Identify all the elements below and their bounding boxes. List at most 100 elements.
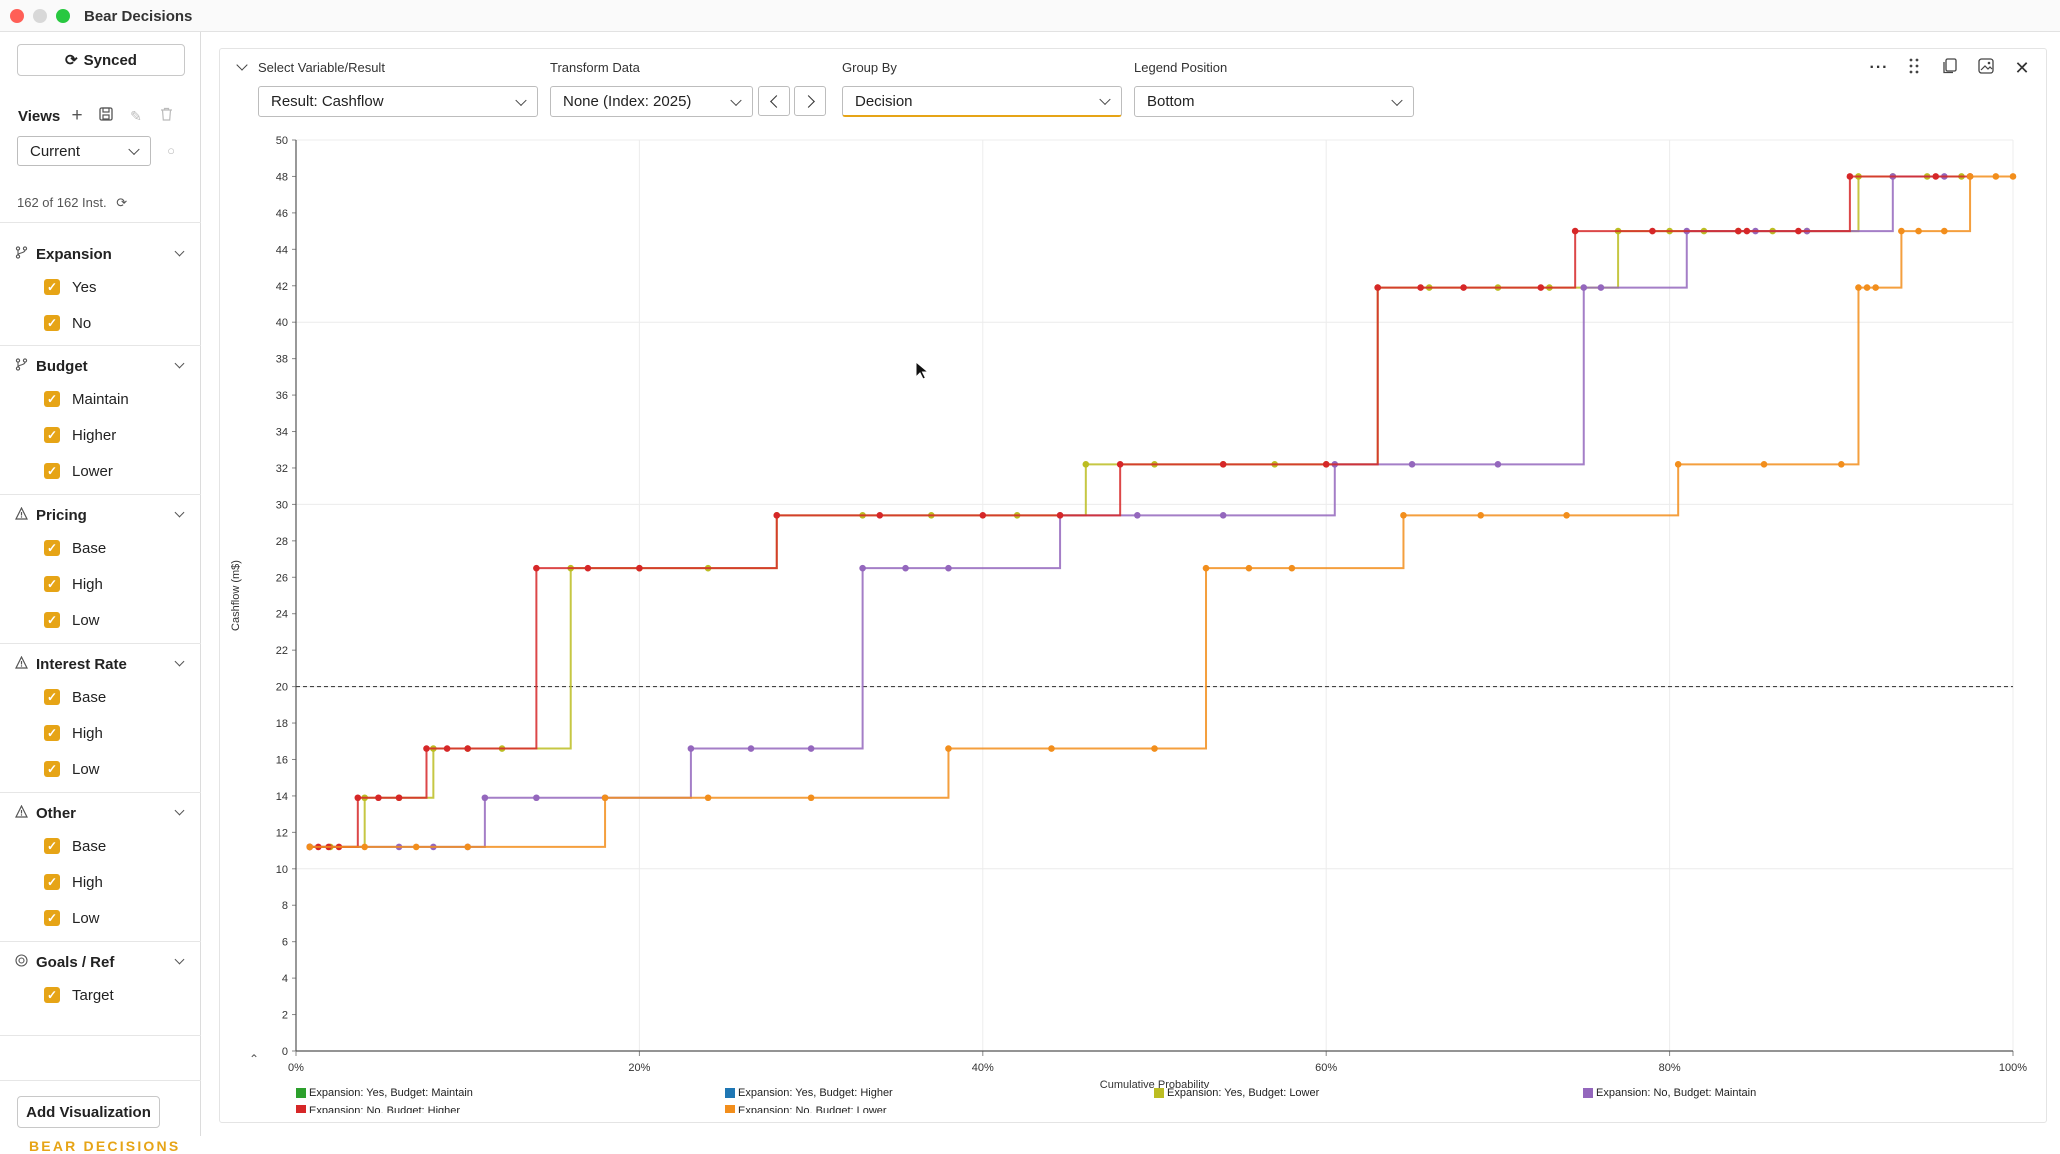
filter-option[interactable]: ✓ High xyxy=(44,724,103,742)
visualization-panel xyxy=(219,48,2047,1123)
legend-item[interactable]: Expansion: Yes, Budget: Lower xyxy=(1154,1086,1319,1100)
group-by-select[interactable]: Decision xyxy=(842,86,1122,117)
chevron-down-icon[interactable] xyxy=(174,805,185,816)
legend-item[interactable]: Expansion: No, Budget: Higher xyxy=(296,1105,460,1113)
close-panel-icon[interactable]: ✕ xyxy=(2014,58,2030,78)
y-tick-label: 0 xyxy=(282,1046,288,1058)
checkbox-checked-icon[interactable]: ✓ xyxy=(44,838,60,854)
delete-view-icon[interactable] xyxy=(157,107,175,125)
legend-item[interactable]: Expansion: No, Budget: Maintain xyxy=(1583,1086,1756,1100)
data-point xyxy=(1580,284,1588,291)
legend-item[interactable]: Expansion: No, Budget: Lower xyxy=(725,1105,887,1113)
filter-option[interactable]: ✓ High xyxy=(44,575,103,593)
copy-icon[interactable] xyxy=(1940,58,1960,78)
view-select[interactable]: Current xyxy=(17,136,151,166)
filter-group-header[interactable]: Other xyxy=(14,803,76,823)
filter-option-label: Low xyxy=(72,909,100,927)
filter-option-label: No xyxy=(72,314,92,332)
drag-handle-icon[interactable] xyxy=(1904,58,1924,78)
legend-label: Expansion: Yes, Budget: Maintain xyxy=(309,1087,473,1099)
transform-select[interactable]: None (Index: 2025) xyxy=(550,86,753,117)
checkbox-checked-icon[interactable]: ✓ xyxy=(44,761,60,777)
data-point xyxy=(1795,227,1802,235)
filter-group-header[interactable]: Pricing xyxy=(14,505,87,525)
checkbox-checked-icon[interactable]: ✓ xyxy=(44,910,60,926)
checkbox-checked-icon[interactable]: ✓ xyxy=(44,315,60,331)
checkbox-checked-icon[interactable]: ✓ xyxy=(44,279,60,295)
sync-button[interactable]: ⟳ Synced xyxy=(17,44,185,76)
filter-option[interactable]: ✓ Maintain xyxy=(44,390,129,408)
add-visualization-button[interactable]: Add Visualization xyxy=(17,1096,160,1128)
checkbox-checked-icon[interactable]: ✓ xyxy=(44,463,60,479)
previous-index-button[interactable] xyxy=(758,86,790,116)
next-index-button[interactable] xyxy=(794,86,826,116)
sync-icon: ⟳ xyxy=(65,52,78,69)
data-point xyxy=(464,843,471,851)
filter-group-header[interactable]: Goals / Ref xyxy=(14,952,114,972)
data-point xyxy=(1838,461,1845,468)
checkbox-checked-icon[interactable]: ✓ xyxy=(44,427,60,443)
filter-group-header[interactable]: Expansion xyxy=(14,244,112,264)
filter-option[interactable]: ✓ Low xyxy=(44,611,100,629)
legend-item[interactable]: Expansion: Yes, Budget: Maintain xyxy=(296,1086,473,1100)
data-point xyxy=(636,564,643,572)
legend-position-select[interactable]: Bottom xyxy=(1134,86,1414,117)
checkbox-checked-icon[interactable]: ✓ xyxy=(44,987,60,1003)
y-tick-label: 44 xyxy=(276,244,288,256)
filter-option[interactable]: ✓ Yes xyxy=(44,278,96,296)
refresh-icon[interactable]: ⟳ xyxy=(116,195,128,210)
legend-label: Expansion: Yes, Budget: Lower xyxy=(1167,1087,1320,1099)
chevron-down-icon xyxy=(1391,94,1403,106)
chevron-down-icon[interactable] xyxy=(174,246,185,257)
x-tick-label: 100% xyxy=(1999,1062,2027,1074)
filter-option[interactable]: ✓ Low xyxy=(44,760,100,778)
checkbox-checked-icon[interactable]: ✓ xyxy=(44,391,60,407)
variable-select[interactable]: Result: Cashflow xyxy=(258,86,538,117)
filter-option-label: Base xyxy=(72,539,107,557)
filter-option[interactable]: ✓ Target xyxy=(44,986,114,1004)
checkbox-checked-icon[interactable]: ✓ xyxy=(44,612,60,628)
chevron-down-icon[interactable] xyxy=(174,507,185,518)
reset-view-icon[interactable]: ○ xyxy=(167,143,175,158)
zoom-window-button[interactable] xyxy=(56,9,70,23)
edit-view-icon[interactable]: ✎ xyxy=(130,108,142,124)
checkbox-checked-icon[interactable]: ✓ xyxy=(44,689,60,705)
legend-swatch xyxy=(296,1105,306,1113)
filter-option[interactable]: ✓ High xyxy=(44,873,103,891)
data-point xyxy=(704,794,712,802)
sidebar-divider xyxy=(0,643,201,644)
view-select-value: Current xyxy=(30,142,81,160)
checkbox-checked-icon[interactable]: ✓ xyxy=(44,874,60,890)
filter-group-header[interactable]: Budget xyxy=(14,356,88,376)
checkbox-checked-icon[interactable]: ✓ xyxy=(44,540,60,556)
filter-option[interactable]: ✓ Base xyxy=(44,539,106,557)
filter-group-name: Budget xyxy=(36,357,88,375)
filter-option[interactable]: ✓ Lower xyxy=(44,462,113,480)
y-tick-label: 50 xyxy=(276,135,288,147)
chevron-down-icon[interactable] xyxy=(174,358,185,369)
checkbox-checked-icon[interactable]: ✓ xyxy=(44,725,60,741)
x-tick-label: 80% xyxy=(1659,1062,1681,1074)
minimize-window-button[interactable] xyxy=(33,9,47,23)
image-export-icon[interactable] xyxy=(1976,58,1996,78)
sidebar-divider xyxy=(0,222,201,223)
y-tick-label: 36 xyxy=(276,390,288,402)
branch-icon xyxy=(14,358,28,374)
filter-option[interactable]: ✓ Low xyxy=(44,909,100,927)
more-options-icon[interactable]: ··· xyxy=(1869,59,1889,76)
filter-option[interactable]: ✓ No xyxy=(44,314,91,332)
filter-option[interactable]: ✓ Higher xyxy=(44,426,116,444)
legend-item[interactable]: Expansion: Yes, Budget: Higher xyxy=(725,1086,893,1100)
filter-option[interactable]: ✓ Base xyxy=(44,837,106,855)
checkbox-checked-icon[interactable]: ✓ xyxy=(44,576,60,592)
chevron-down-icon xyxy=(730,94,742,106)
chevron-down-icon[interactable] xyxy=(174,656,185,667)
add-view-icon[interactable]: + xyxy=(71,105,83,126)
save-view-icon[interactable] xyxy=(97,107,115,125)
data-point xyxy=(1932,173,1940,180)
chevron-down-icon[interactable] xyxy=(174,954,185,965)
filter-group-header[interactable]: Interest Rate xyxy=(14,654,127,674)
close-window-button[interactable] xyxy=(10,9,24,23)
filter-option[interactable]: ✓ Base xyxy=(44,688,106,706)
sidebar-divider xyxy=(0,494,201,495)
